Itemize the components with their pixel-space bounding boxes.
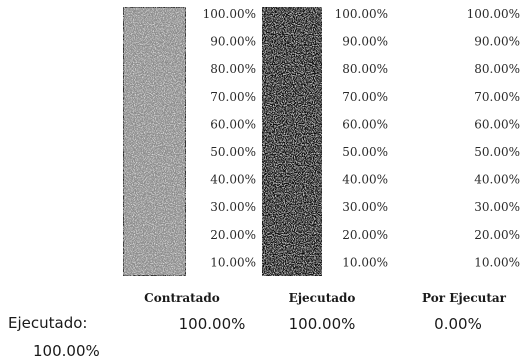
tick-label: 30.00% [474,200,520,214]
category-labels-group: Contratado Ejecutado Por Ejecutar [144,291,506,305]
tick-label: 70.00% [210,90,256,104]
bar-contratado [122,6,187,277]
bars-group [122,6,323,277]
tick-label: 30.00% [210,200,256,214]
tick-label: 70.00% [474,90,520,104]
tick-label: 40.00% [474,173,520,187]
tick-label: 60.00% [342,117,388,131]
tick-label: 60.00% [210,117,256,131]
value-labels-group: 100.00% 100.00% 0.00% [179,315,482,333]
tick-label: 100.00% [467,7,520,21]
tick-label: 90.00% [210,35,256,49]
tick-label: 80.00% [342,62,388,76]
tick-label: 50.00% [210,145,256,159]
tick-label: 20.00% [342,228,388,242]
bar-ejecutado [261,6,323,277]
category-label: Por Ejecutar [422,291,507,305]
category-label: Ejecutado [289,291,356,305]
tick-label: 80.00% [474,62,520,76]
tick-label: 70.00% [342,90,388,104]
summary-value: 100.00% [33,342,100,360]
tick-label: 80.00% [210,62,256,76]
tick-label: 10.00% [342,255,388,269]
tick-label: 30.00% [342,200,388,214]
value-label: 0.00% [434,315,482,333]
category-label: Contratado [144,291,220,305]
tick-label: 10.00% [474,255,520,269]
tick-label: 40.00% [342,173,388,187]
summary-label: Ejecutado: [8,314,87,332]
tick-label: 20.00% [474,228,520,242]
tick-label: 50.00% [342,145,388,159]
tick-labels-group: 100.00% 90.00% 80.00% 70.00% 60.00% 50.00% 40.… [203,7,520,269]
tick-label: 10.00% [210,255,256,269]
tick-label: 90.00% [342,35,388,49]
tick-label: 100.00% [335,7,388,21]
tick-label: 40.00% [210,173,256,187]
value-label: 100.00% [289,315,356,333]
tick-label: 90.00% [474,35,520,49]
value-label: 100.00% [179,315,246,333]
tick-label: 60.00% [474,117,520,131]
tick-label: 100.00% [203,7,256,21]
tick-label: 20.00% [210,228,256,242]
tick-label: 50.00% [474,145,520,159]
